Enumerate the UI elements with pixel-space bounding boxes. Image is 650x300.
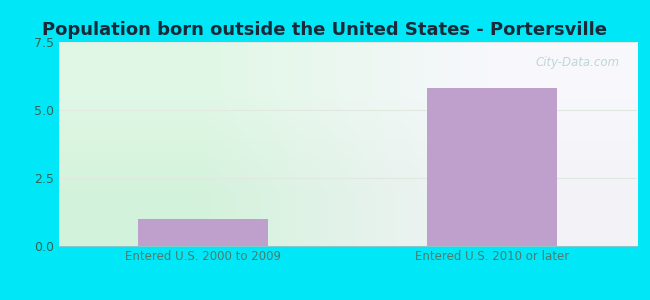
Bar <box>427 88 558 246</box>
Bar <box>138 219 268 246</box>
Text: City-Data.com: City-Data.com <box>536 56 619 69</box>
Text: Population born outside the United States - Portersville: Population born outside the United State… <box>42 21 608 39</box>
